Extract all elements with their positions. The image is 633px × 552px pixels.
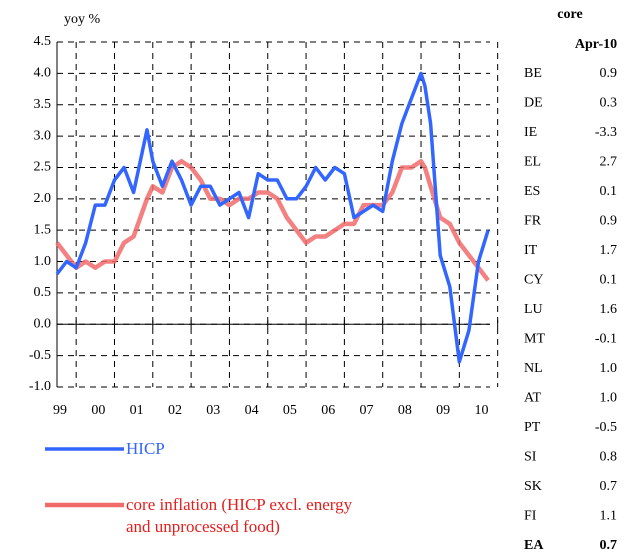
table-cell: IE — [524, 125, 537, 140]
table-cell: 0.1 — [600, 273, 618, 288]
x-tick-label: 03 — [206, 403, 220, 418]
y-tick-label: 4.0 — [34, 66, 52, 81]
y-tick-label: 0.0 — [34, 316, 52, 331]
table-cell: BE — [524, 66, 542, 81]
table-cell: FI — [524, 509, 537, 524]
table-cell: 0.8 — [600, 450, 618, 465]
y-tick-label: 1.0 — [34, 254, 52, 269]
table-cell: 0.3 — [600, 96, 618, 111]
table-cell: PT — [524, 420, 541, 435]
legend-label: HICP — [126, 439, 165, 458]
y-tick-label: 3.5 — [34, 97, 52, 112]
table-cell: LU — [524, 302, 543, 317]
y-tick-label: 3.0 — [34, 128, 52, 143]
x-tick-label: 05 — [283, 403, 297, 418]
table-cell: 0.9 — [600, 214, 618, 229]
y-tick-label: 4.5 — [34, 34, 52, 49]
legend-label: core inflation (HICP excl. energy and un… — [126, 495, 353, 536]
table-cell: 1.0 — [600, 391, 618, 406]
table-cell: -0.1 — [595, 332, 617, 347]
table-cell: 0.9 — [600, 66, 618, 81]
y-tick-label: 0.5 — [34, 285, 52, 300]
x-tick-label: 04 — [245, 403, 259, 418]
series-line — [55, 158, 490, 282]
table-cell: 0.1 — [600, 184, 618, 199]
table-cell: CY — [524, 273, 543, 288]
table-cell: 1.6 — [600, 302, 618, 317]
table-cell: 0.7 — [600, 538, 618, 552]
table-cell: 2.7 — [600, 155, 618, 170]
table-cell: FR — [524, 214, 542, 229]
table-cell: 1.1 — [600, 509, 618, 524]
y-axis-label: yoy % — [64, 12, 101, 27]
x-tick-label: 00 — [91, 403, 105, 418]
series-line — [55, 71, 490, 364]
x-tick-label: 07 — [360, 403, 374, 418]
table-cell: EL — [524, 155, 541, 170]
table-cell: SI — [524, 450, 537, 465]
table-cell: -0.5 — [595, 420, 617, 435]
table-cell: DE — [524, 96, 543, 111]
table-cell: AT — [524, 391, 542, 406]
table-cell: EA — [524, 538, 544, 552]
table-cell: 0.7 — [600, 479, 618, 494]
table-cell: IT — [524, 243, 538, 258]
table-cell: 1.0 — [600, 361, 618, 376]
table-header: core — [557, 7, 582, 22]
y-tick-label: -1.0 — [29, 379, 51, 394]
y-tick-label: 2.0 — [34, 191, 52, 206]
y-tick-label: 2.5 — [34, 160, 52, 175]
table-cell: -3.3 — [595, 125, 617, 140]
x-tick-label: 09 — [436, 403, 450, 418]
table-cell: 1.7 — [600, 243, 618, 258]
table-cell: MT — [524, 332, 545, 347]
x-tick-label: 02 — [168, 403, 182, 418]
y-tick-label: -0.5 — [29, 348, 51, 363]
x-tick-label: 99 — [53, 403, 67, 418]
table-header: Apr-10 — [575, 37, 617, 52]
table-cell: NL — [524, 361, 543, 376]
y-tick-label: 1.5 — [34, 222, 52, 237]
table-cell: ES — [524, 184, 540, 199]
x-tick-label: 01 — [130, 403, 144, 418]
x-tick-label: 10 — [475, 403, 489, 418]
x-tick-label: 08 — [398, 403, 412, 418]
table-cell: SK — [524, 479, 542, 494]
x-tick-label: 06 — [321, 403, 335, 418]
